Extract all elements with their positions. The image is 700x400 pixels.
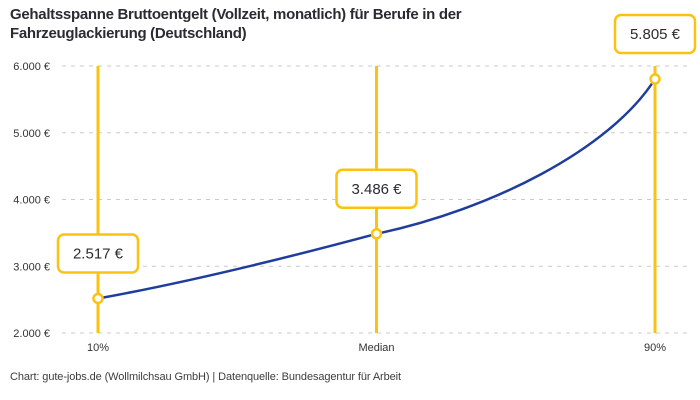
chart-title-line1: Gehaltsspanne Bruttoentgelt (Vollzeit, m… — [10, 6, 462, 23]
value-callout-label: 5.805 € — [630, 26, 681, 43]
x-tick-label: Median — [358, 342, 394, 354]
chart-title-line2: Fahrzeuglackierung (Deutschland) — [10, 25, 247, 42]
data-point-marker — [92, 292, 104, 305]
x-tick-label: 90% — [644, 342, 666, 354]
y-tick-label: 5.000 € — [13, 128, 50, 140]
value-callout-label: 3.486 € — [351, 181, 402, 198]
y-tick-label: 6.000 € — [13, 61, 50, 73]
data-point-marker — [649, 73, 661, 85]
value-callout-box — [613, 13, 697, 55]
x-tick-label: 10% — [87, 342, 109, 354]
y-tick-label: 4.000 € — [13, 195, 50, 207]
chart-title: Gehaltsspanne Bruttoentgelt (Vollzeit, m… — [10, 5, 462, 43]
value-callout-box — [335, 168, 418, 210]
y-tick-label: 2.000 € — [13, 328, 50, 340]
data-point-marker — [370, 228, 383, 240]
chart-attribution: Chart: gute-jobs.de (Wollmilchsau GmbH) … — [10, 371, 401, 383]
value-callout-label: 2.517 € — [73, 245, 124, 262]
value-callout-box — [56, 233, 140, 274]
y-tick-label: 3.000 € — [13, 261, 50, 273]
